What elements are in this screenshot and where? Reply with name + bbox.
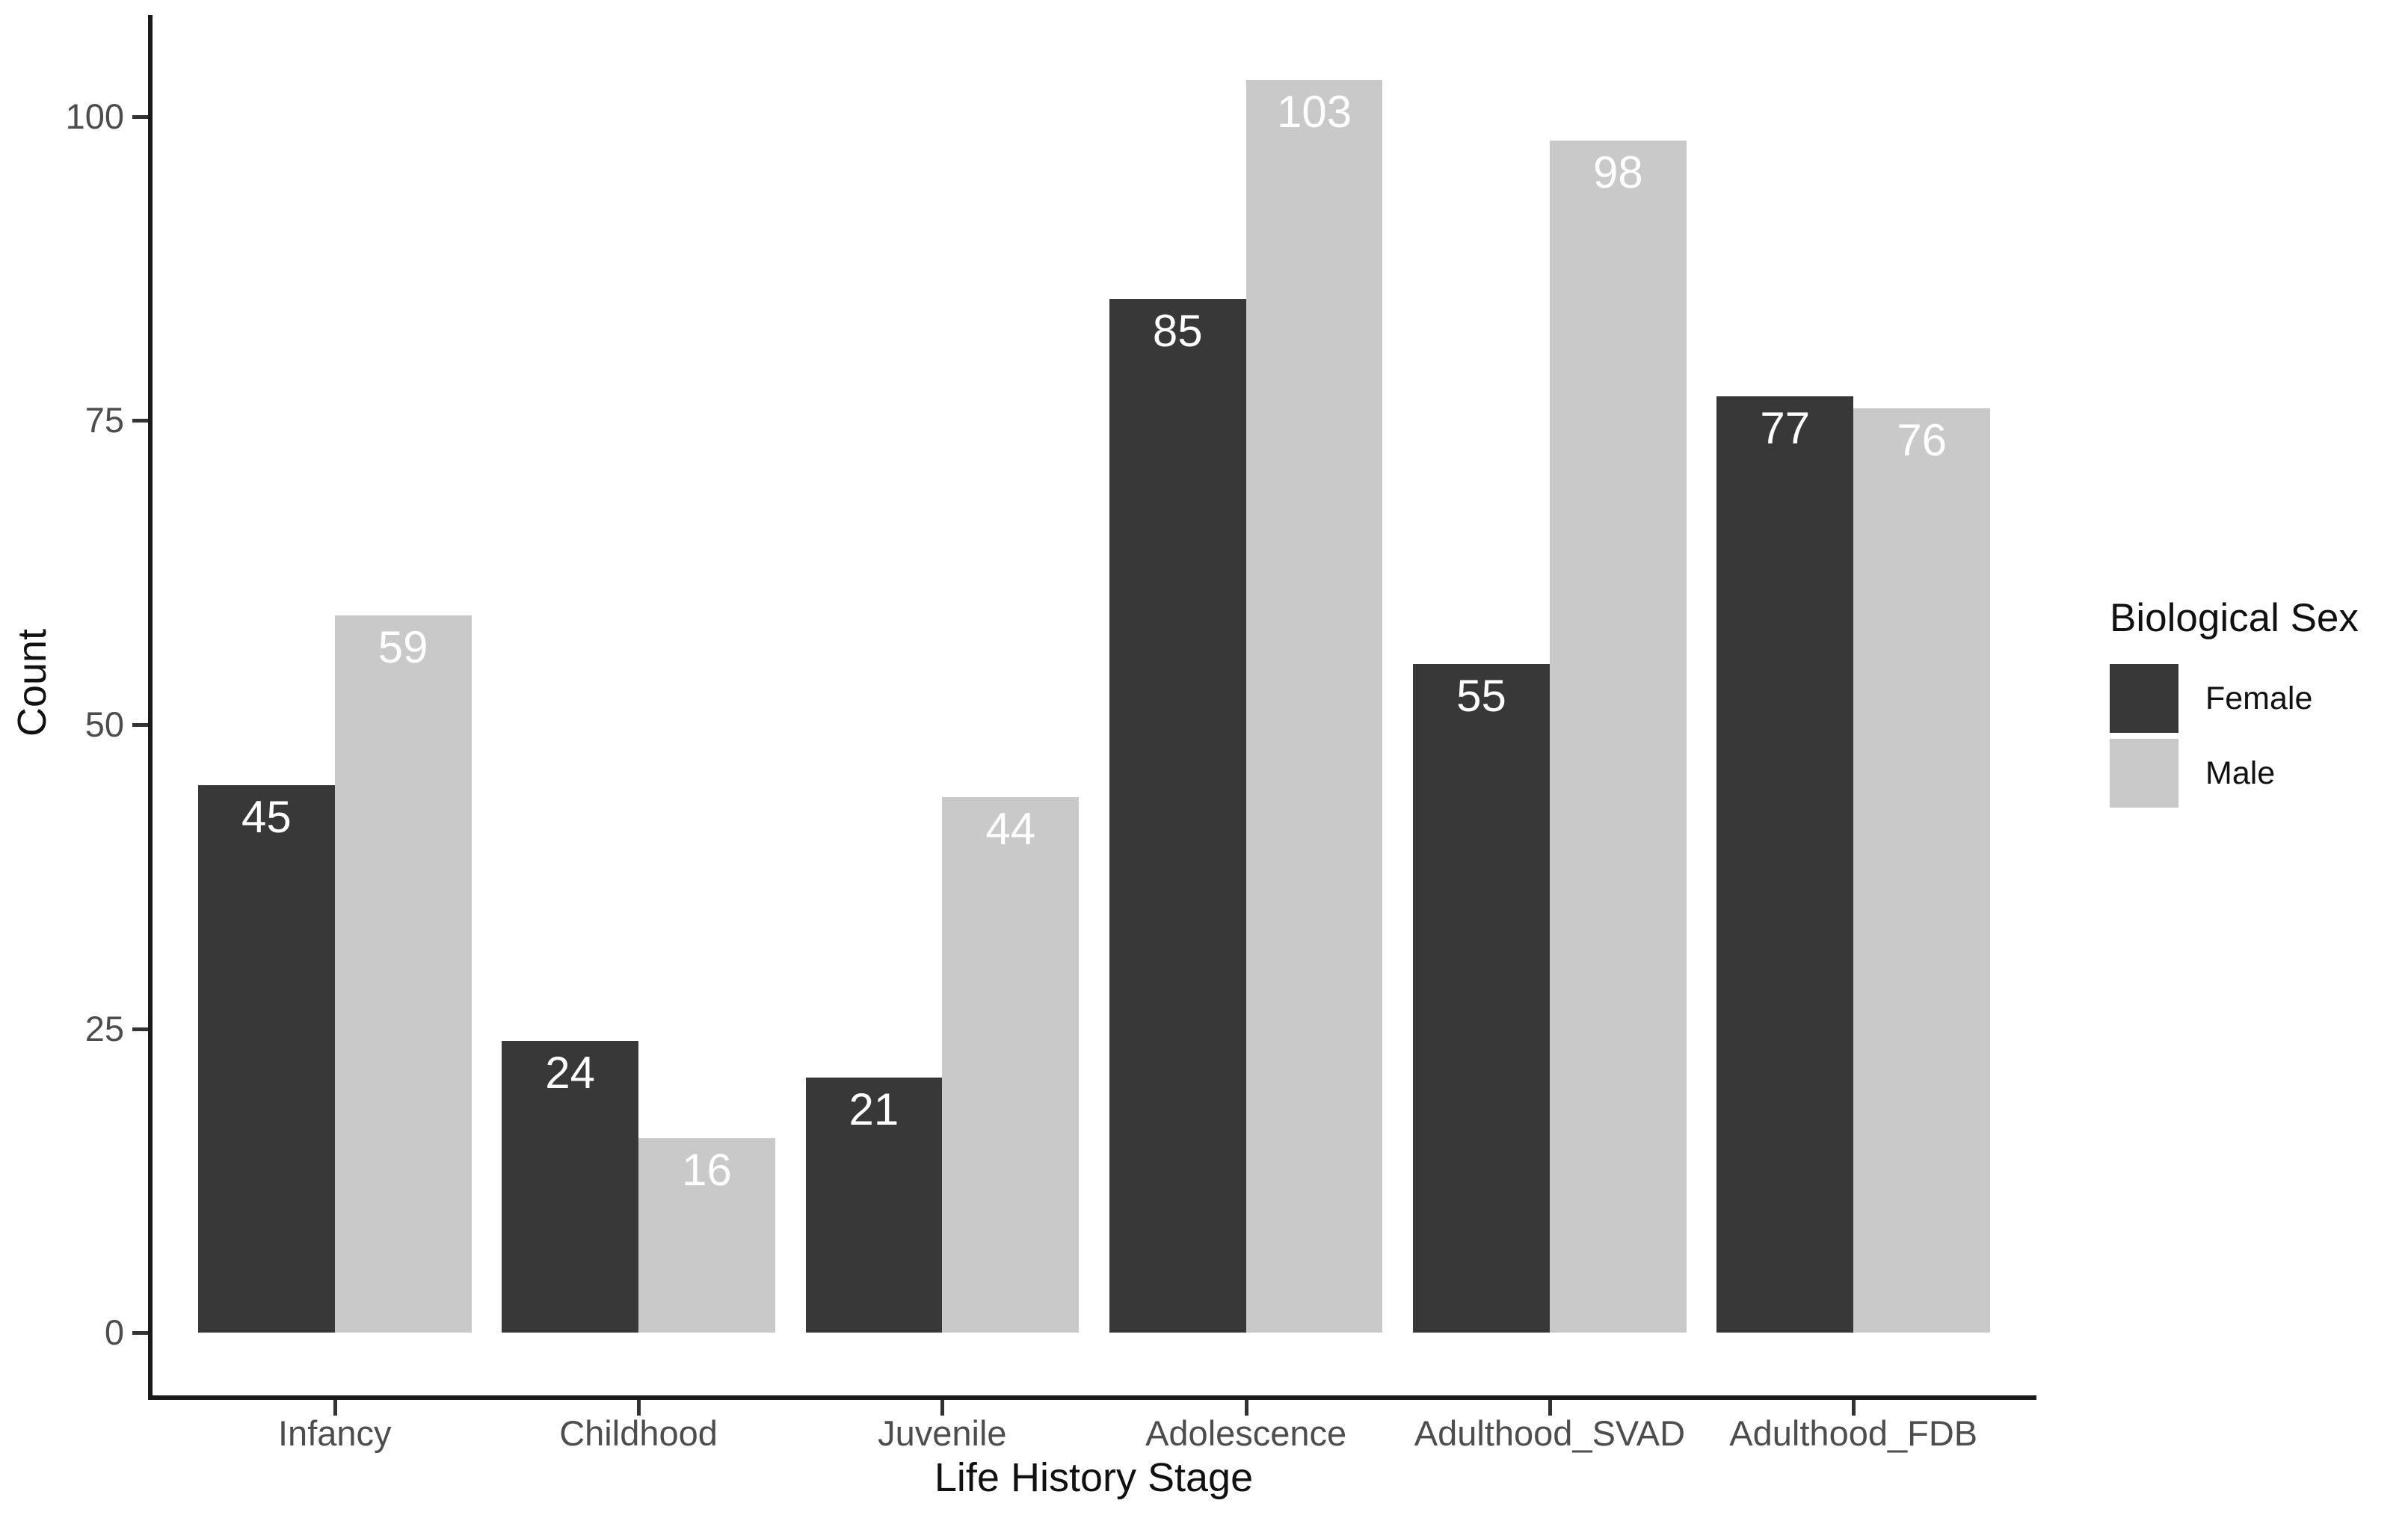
x-tick-mark	[1852, 1400, 1856, 1416]
bar-value-label: 76	[1897, 414, 1947, 465]
legend-title: Biological Sex	[2110, 596, 2359, 640]
y-tick-label: 100	[65, 96, 124, 136]
y-tick-mark	[132, 722, 148, 727]
bar-value-label: 21	[849, 1084, 899, 1134]
x-tick-label: Infancy	[277, 1413, 392, 1453]
x-tick-mark	[1548, 1400, 1552, 1416]
y-tick-label: 0	[104, 1312, 124, 1353]
bar-male-adulthood_fdb: 76	[1853, 408, 1991, 1333]
plot-panel: 45 59 24 16 21 44 85 103 55 98 77 76	[153, 17, 2036, 1395]
y-tick-mark	[132, 419, 148, 423]
bar-value-label: 77	[1760, 402, 1811, 453]
bar-male-infancy: 59	[334, 615, 472, 1333]
x-tick-label: Adulthood_SVAD	[1414, 1413, 1686, 1453]
y-tick-label: 25	[84, 1008, 124, 1048]
y-tick-mark	[132, 114, 148, 119]
legend-item-label: Female	[2205, 680, 2313, 716]
bar-value-label: 16	[682, 1144, 732, 1195]
bar-female-adulthood_fdb: 77	[1716, 396, 1854, 1333]
x-tick-mark	[940, 1400, 945, 1416]
bar-male-juvenile: 44	[942, 797, 1080, 1333]
x-tick-label: Childhood	[559, 1413, 718, 1453]
legend-key-swatch	[2110, 664, 2178, 733]
bar-male-childhood: 16	[638, 1137, 775, 1333]
y-tick-label: 50	[84, 704, 124, 744]
legend-item-female: Female	[2110, 664, 2359, 733]
bar-male-adulthood_svad: 98	[1549, 141, 1687, 1333]
legend-key-swatch	[2110, 739, 2178, 808]
bar-value-label: 59	[378, 621, 428, 672]
x-axis-title: Life History Stage	[934, 1455, 1254, 1500]
bar-value-label: 24	[545, 1047, 595, 1098]
x-tick-label: Juvenile	[878, 1413, 1007, 1453]
bar-female-adulthood_svad: 55	[1413, 663, 1550, 1333]
bar-female-juvenile: 21	[805, 1077, 943, 1333]
bar-value-label: 55	[1456, 670, 1506, 721]
bar-value-label: 85	[1152, 305, 1203, 356]
x-tick-label: Adulthood_FDB	[1729, 1413, 1978, 1453]
x-axis-line	[148, 1395, 2036, 1400]
x-tick-label: Adolescence	[1145, 1413, 1347, 1453]
legend-item-label: Male	[2205, 755, 2276, 791]
y-tick-mark	[132, 1331, 148, 1336]
y-tick-mark	[132, 1027, 148, 1031]
x-tick-mark	[333, 1400, 337, 1416]
y-axis-line	[148, 15, 153, 1400]
bar-value-label: 103	[1277, 86, 1352, 137]
bar-value-label: 98	[1592, 147, 1643, 198]
bar-value-label: 44	[985, 804, 1036, 855]
bar-female-adolescence: 85	[1109, 298, 1246, 1333]
legend: Biological Sex Female Male	[2110, 595, 2359, 814]
bar-female-childhood: 24	[502, 1040, 639, 1333]
y-tick-label: 75	[84, 400, 124, 440]
legend-item-male: Male	[2110, 739, 2359, 808]
x-tick-mark	[1244, 1400, 1248, 1416]
bar-female-infancy: 45	[197, 785, 335, 1333]
bar-value-label: 45	[241, 792, 292, 843]
bar-male-adolescence: 103	[1245, 79, 1383, 1333]
legend-items: Female Male	[2110, 664, 2359, 808]
x-tick-mark	[637, 1400, 641, 1416]
